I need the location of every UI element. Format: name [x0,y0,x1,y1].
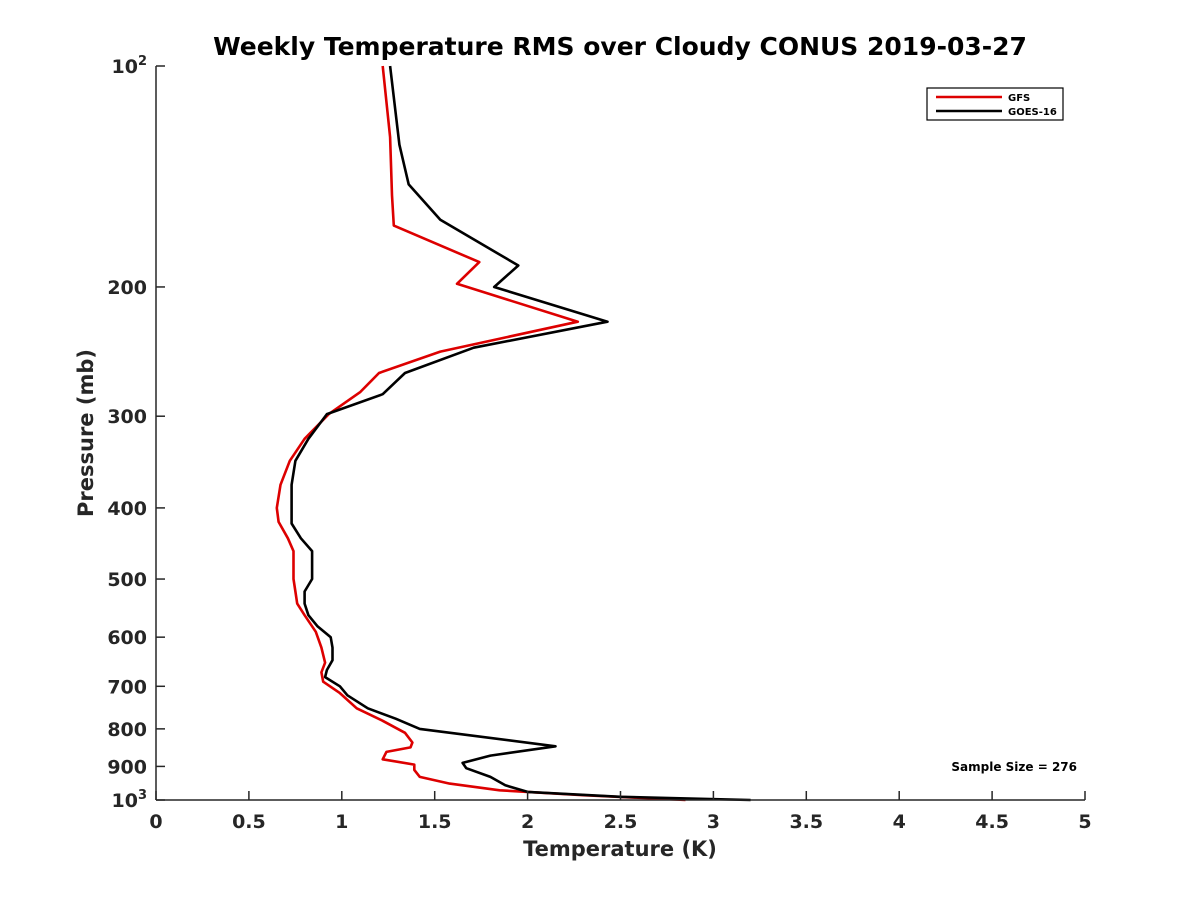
y-tick-label-base: 600 [107,627,147,649]
sample-size-annotation: Sample Size = 276 [951,760,1077,774]
legend: GFS GOES-16 [926,87,1064,121]
series-layer [275,65,751,802]
plot-area: 0 0.5 1 1.5 2 2.5 3 3.5 4 4.5 5 102200300400500600… [107,54,1091,833]
y-tick-label-exponent: 3 [138,788,147,803]
x-tick-label: 4 [893,811,906,833]
y-tick-label-base: 900 [107,756,147,778]
x-tick-label: 1 [335,811,348,833]
y-tick-label: 800 [107,719,147,741]
x-tick-label: 0 [149,811,162,833]
y-tick-label-base: 10 [112,56,138,78]
x-tick-label: 3 [707,811,720,833]
x-tick-label: 3.5 [789,811,823,833]
x-tick-label: 5 [1078,811,1091,833]
series-line-gfs [275,65,686,802]
y-tick-label-base: 200 [107,277,147,299]
y-tick-label: 300 [107,406,147,428]
plot-background [156,66,1085,800]
y-tick-label-base: 400 [107,498,147,520]
chart-title: Weekly Temperature RMS over Cloudy CONUS… [213,32,1027,61]
legend-box [926,87,1064,121]
series-line-goes16 [290,65,751,802]
x-tick-label: 4.5 [975,811,1009,833]
y-tick-label: 400 [107,498,147,520]
legend-label-goes16: GOES-16 [1008,107,1057,118]
legend-label-gfs: GFS [1008,93,1030,104]
x-ticks: 0 0.5 1 1.5 2 2.5 3 3.5 4 4.5 5 [149,791,1092,833]
x-axis-label: Temperature (K) [523,837,717,861]
y-tick-label: 500 [107,569,147,591]
y-tick-label: 700 [107,676,147,698]
y-tick-label: 103 [112,788,148,812]
y-tick-label-base: 300 [107,406,147,428]
x-tick-label: 2.5 [604,811,638,833]
x-tick-label: 1.5 [418,811,452,833]
y-tick-label-base: 500 [107,569,147,591]
x-tick-label: 2 [521,811,534,833]
y-tick-label-base: 700 [107,676,147,698]
y-axis-label: Pressure (mb) [74,349,98,517]
y-tick-label-base: 800 [107,719,147,741]
y-tick-label: 102 [112,54,148,78]
y-tick-label: 600 [107,627,147,649]
x-tick-label: 0.5 [232,811,266,833]
y-tick-label: 200 [107,277,147,299]
y-tick-label-exponent: 2 [138,54,147,69]
y-tick-label-base: 10 [112,790,138,812]
y-tick-label: 900 [107,756,147,778]
